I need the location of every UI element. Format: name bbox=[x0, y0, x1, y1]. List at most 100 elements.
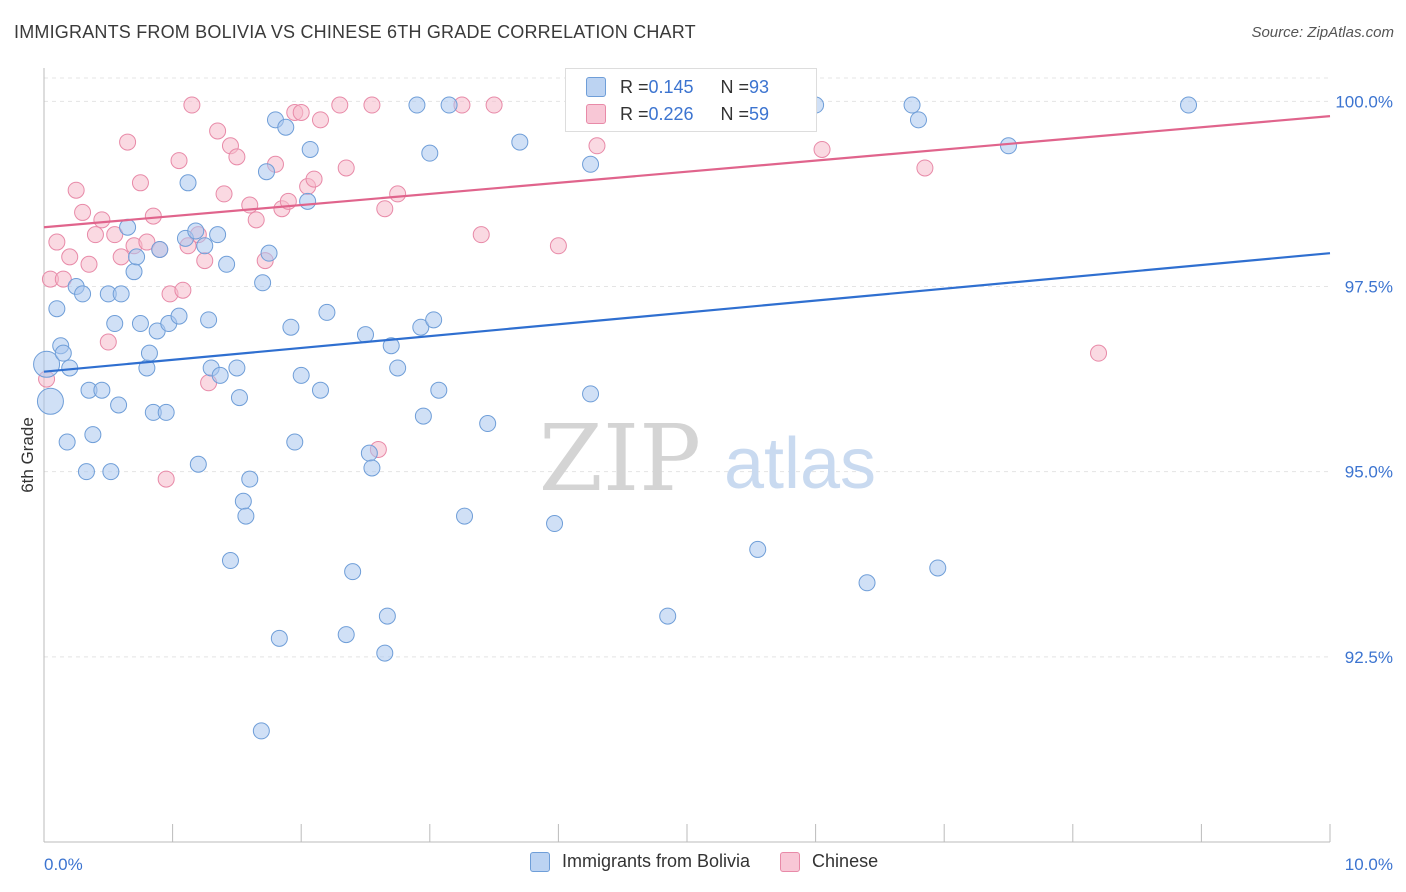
chinese-point bbox=[183, 96, 201, 114]
legend-item-bolivia[interactable]: Immigrants from Bolivia bbox=[530, 851, 750, 872]
chinese-point bbox=[209, 122, 227, 140]
bolivia-point bbox=[363, 459, 381, 477]
bolivia-point bbox=[282, 318, 300, 336]
n-label: N = bbox=[720, 103, 750, 124]
r-value: 0.226 bbox=[648, 103, 694, 124]
bolivia-point bbox=[360, 444, 378, 462]
chinese-point bbox=[48, 233, 66, 251]
bolivia-point bbox=[414, 407, 432, 425]
chinese-point bbox=[549, 237, 567, 255]
bolivia-point bbox=[858, 574, 876, 592]
bolivia-point bbox=[286, 433, 304, 451]
chinese-point bbox=[138, 233, 156, 251]
r-label: R = bbox=[620, 76, 649, 97]
chinese-point bbox=[813, 140, 831, 158]
bolivia-point bbox=[903, 96, 921, 114]
bolivia-point bbox=[277, 118, 295, 136]
chinese-legend-swatch-icon bbox=[780, 851, 801, 872]
chinese-point bbox=[196, 252, 214, 270]
bolivia-point bbox=[546, 515, 564, 533]
bolivia-point bbox=[299, 192, 317, 210]
chinese-point bbox=[74, 203, 92, 221]
bolivia-point bbox=[425, 311, 443, 329]
stats-legend-row-bolivia: R = 0.145 N = 93 bbox=[586, 75, 769, 99]
chinese-point bbox=[305, 170, 323, 188]
bolivia-point bbox=[382, 337, 400, 355]
bolivia-point bbox=[378, 607, 396, 625]
n-value: 93 bbox=[749, 76, 770, 97]
chinese-point bbox=[215, 185, 233, 203]
bolivia-point bbox=[582, 385, 600, 403]
y-tick-label: 100.0% bbox=[1335, 92, 1393, 111]
bolivia-point bbox=[196, 237, 214, 255]
watermark-atlas: atlas bbox=[724, 424, 876, 504]
bolivia-point bbox=[511, 133, 529, 151]
bolivia-point bbox=[479, 415, 497, 433]
bolivia-point bbox=[430, 381, 448, 399]
bolivia-point bbox=[311, 381, 329, 399]
chinese-point bbox=[119, 133, 137, 151]
bolivia-legend-swatch-icon bbox=[530, 851, 550, 872]
bolivia-point bbox=[211, 366, 229, 384]
bolivia-point bbox=[106, 315, 124, 333]
bolivia-point bbox=[77, 463, 95, 481]
bolivia-point bbox=[110, 396, 128, 414]
n-value: 59 bbox=[749, 103, 770, 124]
chinese-point bbox=[86, 226, 104, 244]
chinese-point bbox=[144, 207, 162, 225]
bolivia-point bbox=[389, 359, 407, 377]
bolivia-point bbox=[241, 470, 259, 488]
chinese-point bbox=[54, 270, 72, 288]
bolivia-point bbox=[128, 248, 146, 266]
chinese-point bbox=[93, 211, 111, 229]
bolivia-point bbox=[582, 155, 600, 173]
bolivia-point bbox=[189, 455, 207, 473]
chinese-swatch-icon bbox=[586, 104, 606, 124]
bolivia-point bbox=[1180, 96, 1198, 114]
bolivia-point bbox=[140, 344, 158, 362]
source-label: Source: ZipAtlas.com bbox=[1251, 24, 1394, 41]
bolivia-point bbox=[408, 96, 426, 114]
bolivia-point bbox=[218, 255, 236, 273]
chinese-point bbox=[1090, 344, 1108, 362]
bolivia-point bbox=[84, 426, 102, 444]
bolivia-trend-line bbox=[43, 252, 1331, 373]
bolivia-point bbox=[112, 285, 130, 303]
chart-title: IMMIGRANTS FROM BOLIVIA VS CHINESE 6TH G… bbox=[14, 22, 696, 42]
bolivia-point bbox=[48, 300, 66, 318]
watermark: ZIP atlas bbox=[539, 405, 876, 512]
x-tick-label: 10.0% bbox=[1345, 855, 1393, 874]
bolivia-point bbox=[228, 359, 246, 377]
stats-legend: R = 0.145 N = 93 R = 0.226 N = 59 bbox=[565, 68, 817, 132]
chinese-point bbox=[485, 96, 503, 114]
bolivia-point bbox=[318, 303, 336, 321]
legend-label-bolivia: Immigrants from Bolivia bbox=[562, 851, 751, 871]
chinese-point bbox=[228, 148, 246, 166]
chinese-point bbox=[174, 281, 192, 299]
chinese-point bbox=[311, 111, 329, 129]
y-axis-label: 6th Grade bbox=[18, 417, 37, 493]
trend-lines bbox=[43, 115, 1331, 373]
bolivia-point bbox=[337, 626, 355, 644]
r-value: 0.145 bbox=[648, 76, 694, 97]
axes bbox=[43, 68, 1331, 843]
bolivia-point bbox=[151, 240, 169, 258]
bolivia-point bbox=[234, 492, 252, 510]
chinese-point bbox=[588, 137, 606, 155]
bolivia-point bbox=[54, 344, 72, 362]
legend-item-chinese[interactable]: Chinese bbox=[780, 851, 878, 872]
chinese-point bbox=[916, 159, 934, 177]
bolivia-point bbox=[254, 274, 272, 292]
chinese-point bbox=[472, 226, 490, 244]
bolivia-point bbox=[157, 403, 175, 421]
chinese-point bbox=[67, 181, 85, 199]
stats-legend-row-chinese: R = 0.226 N = 59 bbox=[586, 102, 769, 126]
chinese-point bbox=[157, 470, 175, 488]
bolivia-point bbox=[200, 311, 218, 329]
bolivia-point bbox=[74, 285, 92, 303]
chinese-point bbox=[99, 333, 117, 351]
bolivia-point bbox=[344, 563, 362, 581]
bolivia-point bbox=[36, 387, 64, 415]
bolivia-point bbox=[456, 507, 474, 525]
